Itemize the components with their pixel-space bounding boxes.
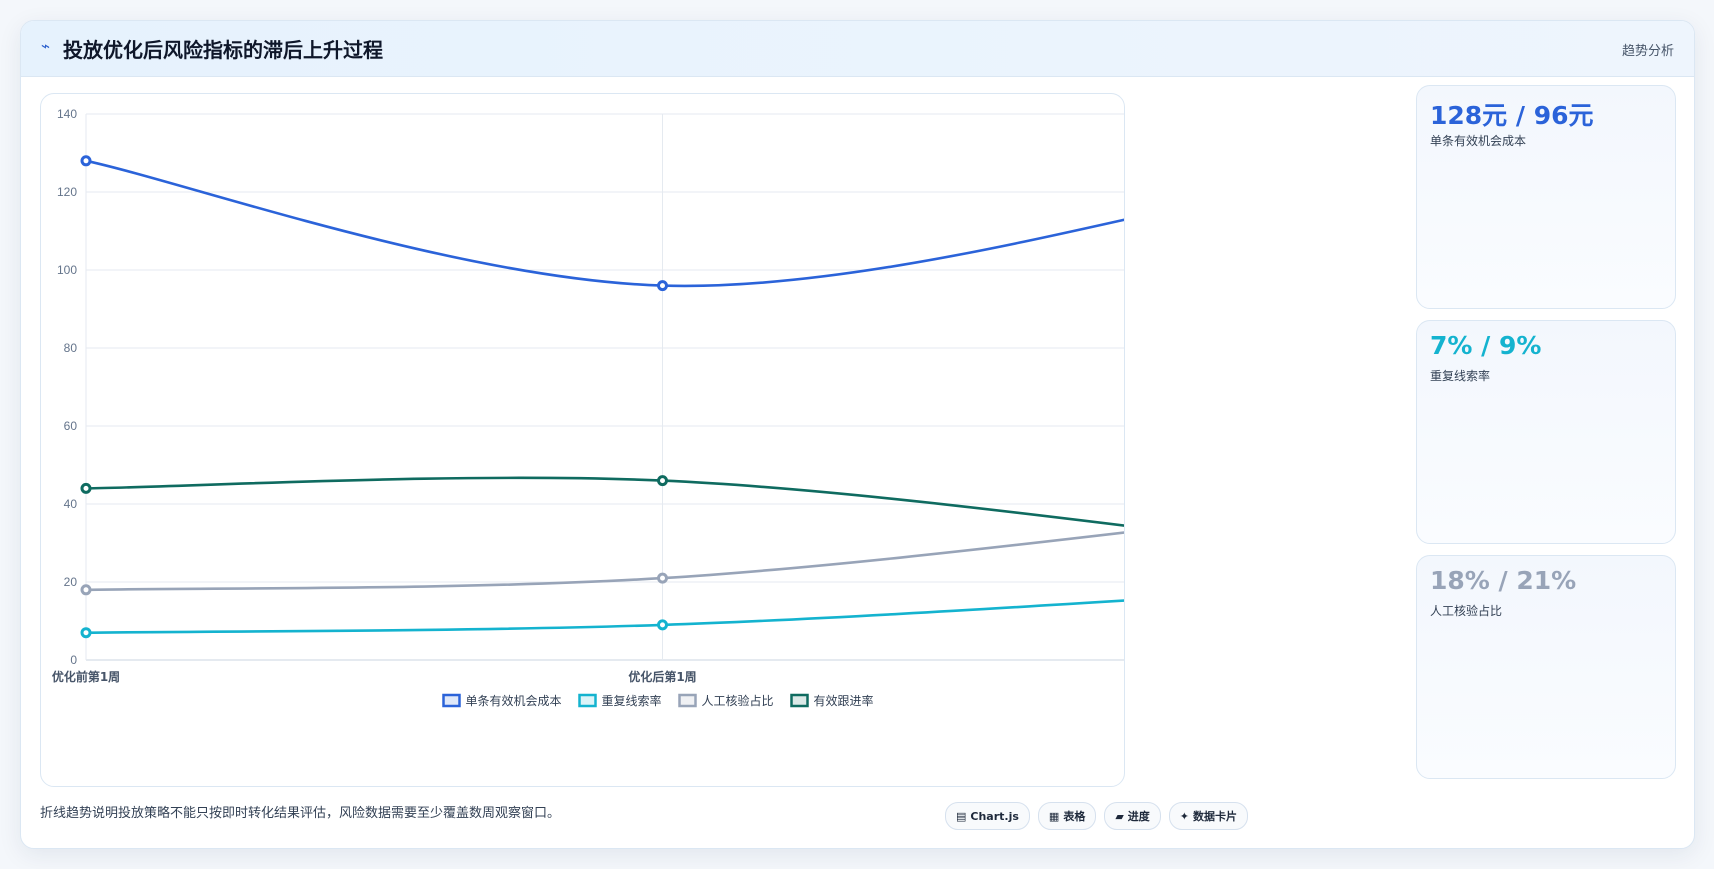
line-chart-panel: 020406080100120140优化前第1周优化后第1周优化后第4周单条有效…: [40, 93, 1125, 787]
badge-data-card[interactable]: ✦ 数据卡片: [1168, 802, 1249, 830]
chart-icon: ▤: [956, 809, 967, 823]
badge-chartjs[interactable]: ▤ Chart.js: [945, 802, 1030, 830]
legend-label: 有效跟进率: [814, 693, 874, 708]
data-point: [80, 482, 92, 494]
y-tick-label: 80: [64, 341, 78, 355]
badge-table[interactable]: ▦ 表格: [1037, 802, 1097, 830]
chart-line-icon: ⌁: [41, 37, 51, 55]
y-tick-label: 120: [57, 185, 77, 199]
dashboard-card: ⌁ 投放优化后风险指标的滞后上升过程 趋势分析 0 20 40 60 80 100 120 1…: [20, 20, 1695, 849]
y-tick-label: 60: [64, 419, 78, 433]
trend-analysis-tag: 趋势分析: [1621, 44, 1674, 59]
legend-swatch: [442, 693, 461, 708]
legend-swatch: [578, 693, 597, 708]
sparkle-icon: ✦: [1179, 809, 1190, 823]
stat-label: 重复线索率: [1430, 369, 1491, 383]
footer-note: 折线趋势说明投放策略不能只按即时转化结果评估，风险数据需要至少覆盖数周观察窗口。: [40, 806, 561, 821]
legend-label: 人工核验占比: [702, 693, 774, 708]
stat-card-duplicate-rate: 7% / 9% 重复线索率: [1416, 320, 1676, 544]
data-point: [657, 280, 668, 292]
y-tick-label: 140: [57, 107, 77, 121]
stat-card-cost: 128元 / 96元 单条有效机会成本: [1416, 85, 1676, 309]
y-tick-label: 40: [64, 497, 78, 511]
series-line: [85, 476, 1124, 527]
stat-value: 7% / 9%: [1430, 331, 1542, 360]
progress-icon: ▰: [1115, 809, 1124, 823]
x-tick-label: 优化后第1周: [628, 669, 696, 684]
legend-swatch: [678, 693, 697, 708]
y-tick-label: 0: [70, 653, 77, 667]
data-point: [657, 475, 668, 487]
series-line: [85, 159, 1124, 288]
data-point: [657, 619, 668, 631]
x-tick-label: 优化前第1周: [52, 669, 120, 684]
badge-label: Chart.js: [970, 809, 1019, 823]
y-tick-label: 100: [57, 263, 77, 277]
card-header: ⌁ 投放优化后风险指标的滞后上升过程 趋势分析: [21, 21, 1694, 77]
data-point: [657, 572, 668, 584]
badge-progress[interactable]: ▰ 进度: [1104, 802, 1161, 830]
feature-badges: ▤ Chart.js ▦ 表格 ▰ 进度 ✦ 数据卡片: [945, 802, 1249, 830]
data-point: [80, 627, 92, 639]
y-tick-label: 20: [64, 575, 78, 589]
legend-swatch: [790, 693, 809, 708]
legend-label: 单条有效机会成本: [466, 693, 562, 708]
page-title: 投放优化后风险指标的滞后上升过程: [63, 38, 383, 62]
legend-label: 重复线索率: [602, 693, 662, 708]
stat-card-manual-check: 18% / 21% 人工核验占比: [1416, 555, 1676, 779]
series-line: [85, 531, 1124, 592]
stat-value: 18% / 21%: [1430, 566, 1577, 595]
stat-label: 人工核验占比: [1430, 604, 1503, 618]
badge-label: 数据卡片: [1193, 810, 1238, 823]
badge-label: 表格: [1063, 810, 1086, 823]
badge-label: 进度: [1127, 810, 1150, 823]
series-line: [85, 599, 1124, 634]
stat-label: 单条有效机会成本: [1430, 134, 1527, 148]
stat-value: 128元 / 96元: [1430, 101, 1594, 130]
line-chart: 020406080100120140优化前第1周优化后第1周优化后第4周单条有效…: [52, 107, 1124, 708]
data-point: [80, 155, 92, 167]
data-point: [80, 584, 92, 596]
table-icon: ▦: [1048, 809, 1060, 823]
